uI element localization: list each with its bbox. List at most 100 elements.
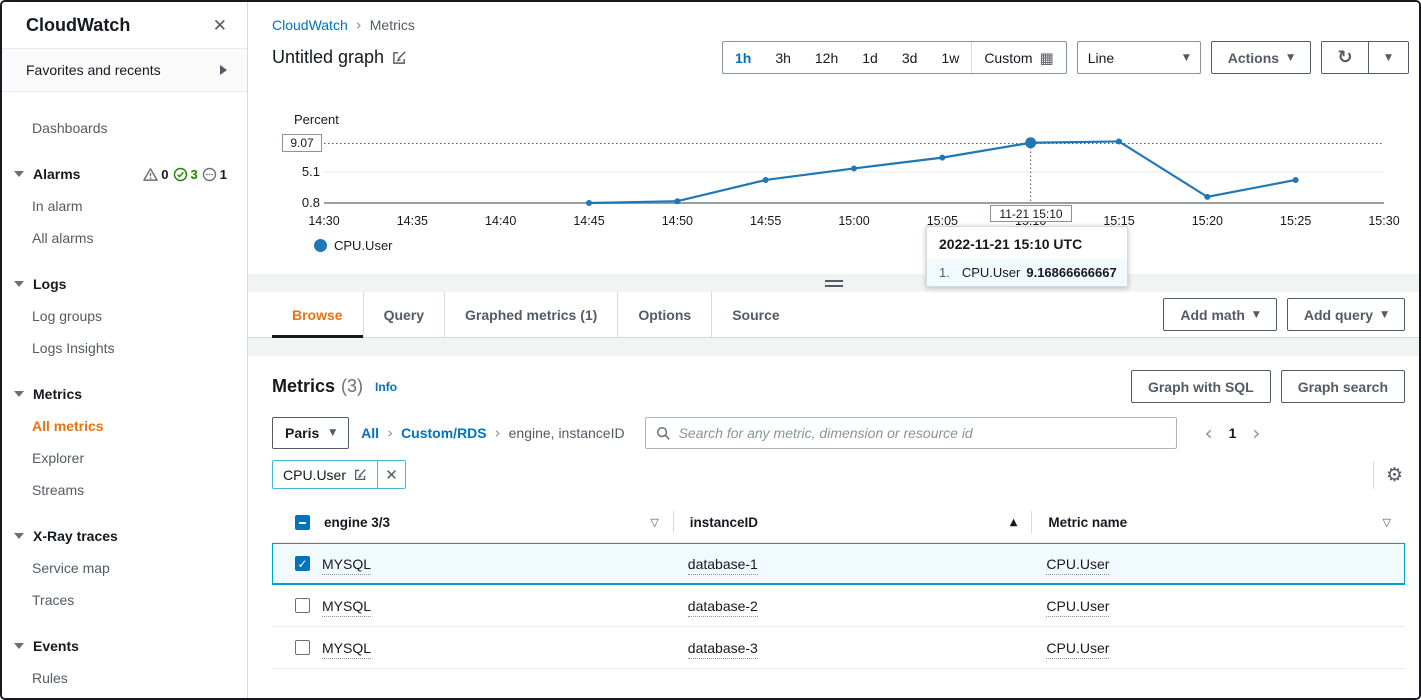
legend-series-name: CPU.User [334,238,393,253]
chevron-down-icon: ▼ [1381,309,1388,320]
chevron-down-icon [14,281,24,287]
refresh-button[interactable]: ↻ [1322,42,1368,73]
table-row[interactable]: MYSQL database-3 CPU.User [272,627,1405,669]
alarm-badge-warning[interactable]: 0 [143,167,169,182]
row-checkbox[interactable] [295,556,310,571]
metrics-count: (3) [341,376,364,396]
legend-color-dot [314,239,327,252]
main-content: CloudWatch › Metrics Untitled graph 1h 3… [248,2,1419,698]
search-input[interactable] [678,425,1166,441]
chevron-down-icon [14,391,24,397]
row-checkbox[interactable] [295,640,310,655]
tab-graphed-metrics[interactable]: Graphed metrics (1) [444,292,617,337]
sidebar-item-explorer[interactable]: Explorer [32,450,85,466]
sidebar-item-in-alarm[interactable]: In alarm [32,198,83,214]
x-hover-value: 11-21 15:10 [990,205,1072,222]
tab-browse[interactable]: Browse [272,292,363,338]
time-range-1w[interactable]: 1w [941,49,960,66]
filter-chip-row: CPU.User ✕ ⚙ [272,460,1405,489]
table-row[interactable]: MYSQL database-2 CPU.User [272,585,1405,627]
sidebar-item-all-alarms[interactable]: All alarms [32,230,94,246]
graph-header: Untitled graph 1h 3h 12h 1d 3d 1w Custom… [248,34,1419,82]
tab-source[interactable]: Source [711,292,799,337]
time-range-3h[interactable]: 3h [775,49,791,66]
sidebar-item-log-groups[interactable]: Log groups [32,308,103,324]
actions-button[interactable]: Actions ▼ [1210,41,1311,74]
time-range-custom[interactable]: Custom ▦ [971,42,1065,73]
metrics-title: Metrics [272,376,336,396]
gear-icon[interactable]: ⚙ [1385,463,1403,486]
graph-type-select[interactable]: Line ▼ [1076,41,1201,74]
sidebar-section-xray[interactable]: X-Ray traces [2,520,247,552]
column-header-instanceid[interactable]: instanceID ▲ [688,511,1033,533]
edit-icon[interactable] [392,50,407,65]
grip-icon [824,279,843,287]
calendar-icon: ▦ [1039,48,1054,67]
metrics-filter-row: Paris ▼ All › Custom/RDS › engine, insta… [272,417,1405,449]
filter-icon[interactable]: ▽ [650,515,659,529]
info-link[interactable]: Info [375,379,398,394]
sidebar-item-streams[interactable]: Streams [32,482,85,498]
namespace-dimensions: engine, instanceID [508,425,625,441]
filter-chip-cpu-user: CPU.User ✕ [272,460,407,489]
refresh-group: ↻ ▼ [1321,41,1409,74]
chart-plot[interactable] [324,132,1384,212]
sidebar-item-all-metrics[interactable]: All metrics [32,418,104,434]
tab-options[interactable]: Options [617,292,711,337]
breadcrumb-metrics: Metrics [369,17,415,33]
close-icon[interactable]: ✕ [212,15,227,36]
time-range-group: 1h 3h 12h 1d 3d 1w Custom ▦ [721,41,1067,74]
sidebar-item-rules[interactable]: Rules [32,670,68,686]
sidebar-item-event-buses[interactable]: Event Buses [2,694,247,698]
time-range-12h[interactable]: 12h [814,49,839,66]
breadcrumb-cloudwatch[interactable]: CloudWatch [272,17,348,33]
sort-ascending-icon[interactable]: ▲ [1009,516,1018,528]
sidebar-item-logs-insights[interactable]: Logs Insights [32,340,115,356]
remove-chip-icon[interactable]: ✕ [377,461,405,488]
graph-with-sql-button[interactable]: Graph with SQL [1130,370,1271,403]
section-divider [248,338,1419,356]
row-checkbox[interactable] [295,598,310,613]
prev-page-button[interactable]: ‹ [1204,421,1213,445]
sidebar-item-favorites[interactable]: Favorites and recents [2,48,247,92]
chevron-down-icon: ▼ [1385,52,1392,63]
edit-icon[interactable] [354,468,367,481]
table-row[interactable]: MYSQL database-1 CPU.User [272,543,1405,585]
graph-search-button[interactable]: Graph search [1280,370,1405,403]
chevron-down-icon [14,171,24,177]
check-circle-icon [173,167,187,181]
sidebar-section-alarms[interactable]: Alarms 0 3 1 [2,158,247,190]
select-all-checkbox[interactable] [295,514,310,530]
add-query-button[interactable]: Add query ▼ [1286,298,1405,331]
x-tick-label: 15:30 [1368,214,1400,228]
sidebar-item-service-map[interactable]: Service map [32,560,110,576]
alarm-badge-insufficient[interactable]: 1 [202,167,227,182]
sidebar-nav: Dashboards Alarms 0 3 1 [2,92,247,698]
region-select[interactable]: Paris ▼ [272,417,350,449]
chevron-down-icon: ▼ [1287,52,1294,63]
time-range-1d[interactable]: 1d [862,49,878,66]
namespace-all-link[interactable]: All [361,425,380,441]
panel-resize-handle[interactable] [248,274,1419,292]
next-page-button[interactable]: › [1252,421,1261,445]
time-range-1h[interactable]: 1h [734,49,752,66]
sidebar-item-dashboards[interactable]: Dashboards [32,120,108,136]
column-header-engine[interactable]: engine 3/3 ▽ [322,511,674,533]
refresh-options-button[interactable]: ▼ [1368,42,1408,73]
x-tick-label: 14:50 [661,214,693,228]
alarm-badges: 0 3 1 [143,167,227,182]
sidebar-section-events[interactable]: Events [2,630,247,662]
chart-legend[interactable]: CPU.User [314,238,393,253]
sidebar-section-logs[interactable]: Logs [2,268,247,300]
tab-query[interactable]: Query [362,292,444,337]
sidebar: CloudWatch ✕ Favorites and recents Dashb… [2,2,248,698]
sidebar-item-traces[interactable]: Traces [32,592,75,608]
filter-icon[interactable]: ▽ [1382,515,1391,529]
add-math-button[interactable]: Add math ▼ [1163,298,1277,331]
graph-controls: 1h 3h 12h 1d 3d 1w Custom ▦ Line ▼ Act [721,41,1409,74]
time-range-3d[interactable]: 3d [901,49,918,66]
column-header-metric-name[interactable]: Metric name ▽ [1048,514,1391,530]
namespace-custom-rds-link[interactable]: Custom/RDS [401,425,487,441]
alarm-badge-ok[interactable]: 3 [173,167,198,182]
sidebar-section-metrics[interactable]: Metrics [2,378,247,410]
